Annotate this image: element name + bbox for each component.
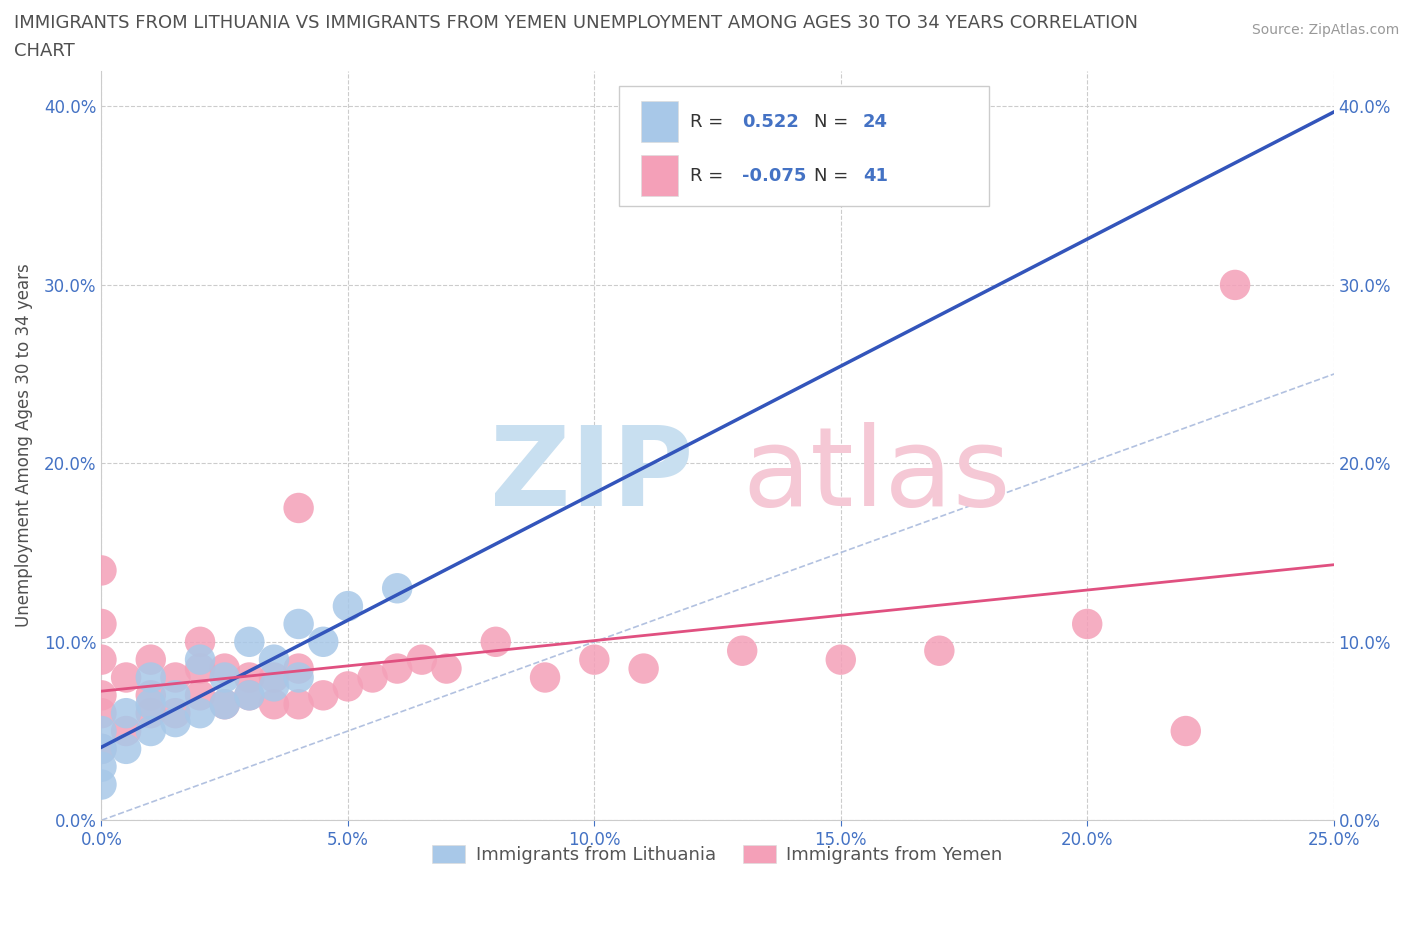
- Point: [139, 697, 162, 711]
- Point: [90, 706, 112, 721]
- Point: [214, 661, 236, 676]
- Point: [188, 634, 211, 649]
- Text: R =: R =: [690, 166, 730, 185]
- Text: R =: R =: [690, 113, 730, 131]
- Point: [165, 670, 187, 684]
- Point: [336, 679, 359, 694]
- Point: [214, 697, 236, 711]
- Point: [139, 724, 162, 738]
- Point: [90, 741, 112, 756]
- Text: ZIP: ZIP: [489, 422, 693, 529]
- Point: [115, 741, 138, 756]
- Point: [312, 634, 335, 649]
- Point: [336, 599, 359, 614]
- Point: [188, 661, 211, 676]
- Point: [633, 661, 655, 676]
- Point: [165, 706, 187, 721]
- Point: [238, 634, 260, 649]
- Legend: Immigrants from Lithuania, Immigrants from Yemen: Immigrants from Lithuania, Immigrants fr…: [425, 837, 1010, 871]
- Text: CHART: CHART: [14, 42, 75, 60]
- Point: [411, 652, 433, 667]
- Point: [115, 670, 138, 684]
- Point: [385, 581, 408, 596]
- FancyBboxPatch shape: [641, 101, 678, 142]
- Point: [287, 697, 309, 711]
- Point: [287, 670, 309, 684]
- Point: [263, 697, 285, 711]
- Text: Source: ZipAtlas.com: Source: ZipAtlas.com: [1251, 23, 1399, 37]
- Point: [238, 688, 260, 703]
- Point: [1223, 277, 1246, 292]
- Text: IMMIGRANTS FROM LITHUANIA VS IMMIGRANTS FROM YEMEN UNEMPLOYMENT AMONG AGES 30 TO: IMMIGRANTS FROM LITHUANIA VS IMMIGRANTS …: [14, 14, 1137, 32]
- Point: [830, 652, 852, 667]
- Point: [583, 652, 606, 667]
- Point: [115, 706, 138, 721]
- Point: [312, 688, 335, 703]
- Point: [385, 661, 408, 676]
- Point: [90, 652, 112, 667]
- Point: [238, 688, 260, 703]
- FancyBboxPatch shape: [619, 86, 988, 206]
- Point: [214, 697, 236, 711]
- Point: [90, 777, 112, 792]
- Point: [1076, 617, 1098, 631]
- Point: [139, 670, 162, 684]
- Point: [928, 644, 950, 658]
- Point: [287, 617, 309, 631]
- Point: [90, 724, 112, 738]
- Point: [361, 670, 384, 684]
- FancyBboxPatch shape: [641, 155, 678, 196]
- Point: [90, 759, 112, 774]
- Point: [238, 670, 260, 684]
- Point: [139, 688, 162, 703]
- Text: 0.522: 0.522: [742, 113, 799, 131]
- Text: 24: 24: [863, 113, 889, 131]
- Point: [188, 652, 211, 667]
- Point: [90, 741, 112, 756]
- Point: [534, 670, 557, 684]
- Point: [263, 652, 285, 667]
- Point: [1174, 724, 1197, 738]
- Point: [436, 661, 458, 676]
- Point: [188, 688, 211, 703]
- Y-axis label: Unemployment Among Ages 30 to 34 years: Unemployment Among Ages 30 to 34 years: [15, 263, 32, 628]
- Text: N =: N =: [814, 113, 853, 131]
- Text: 41: 41: [863, 166, 889, 185]
- Point: [287, 500, 309, 515]
- Text: atlas: atlas: [742, 422, 1011, 529]
- Point: [90, 688, 112, 703]
- Text: N =: N =: [814, 166, 853, 185]
- Point: [287, 661, 309, 676]
- Point: [485, 634, 508, 649]
- Point: [263, 679, 285, 694]
- Point: [263, 670, 285, 684]
- Point: [139, 706, 162, 721]
- Point: [731, 644, 754, 658]
- Point: [139, 652, 162, 667]
- Point: [115, 724, 138, 738]
- Point: [165, 688, 187, 703]
- Point: [214, 670, 236, 684]
- Point: [90, 617, 112, 631]
- Text: -0.075: -0.075: [742, 166, 807, 185]
- Point: [188, 706, 211, 721]
- Point: [165, 714, 187, 729]
- Point: [90, 563, 112, 578]
